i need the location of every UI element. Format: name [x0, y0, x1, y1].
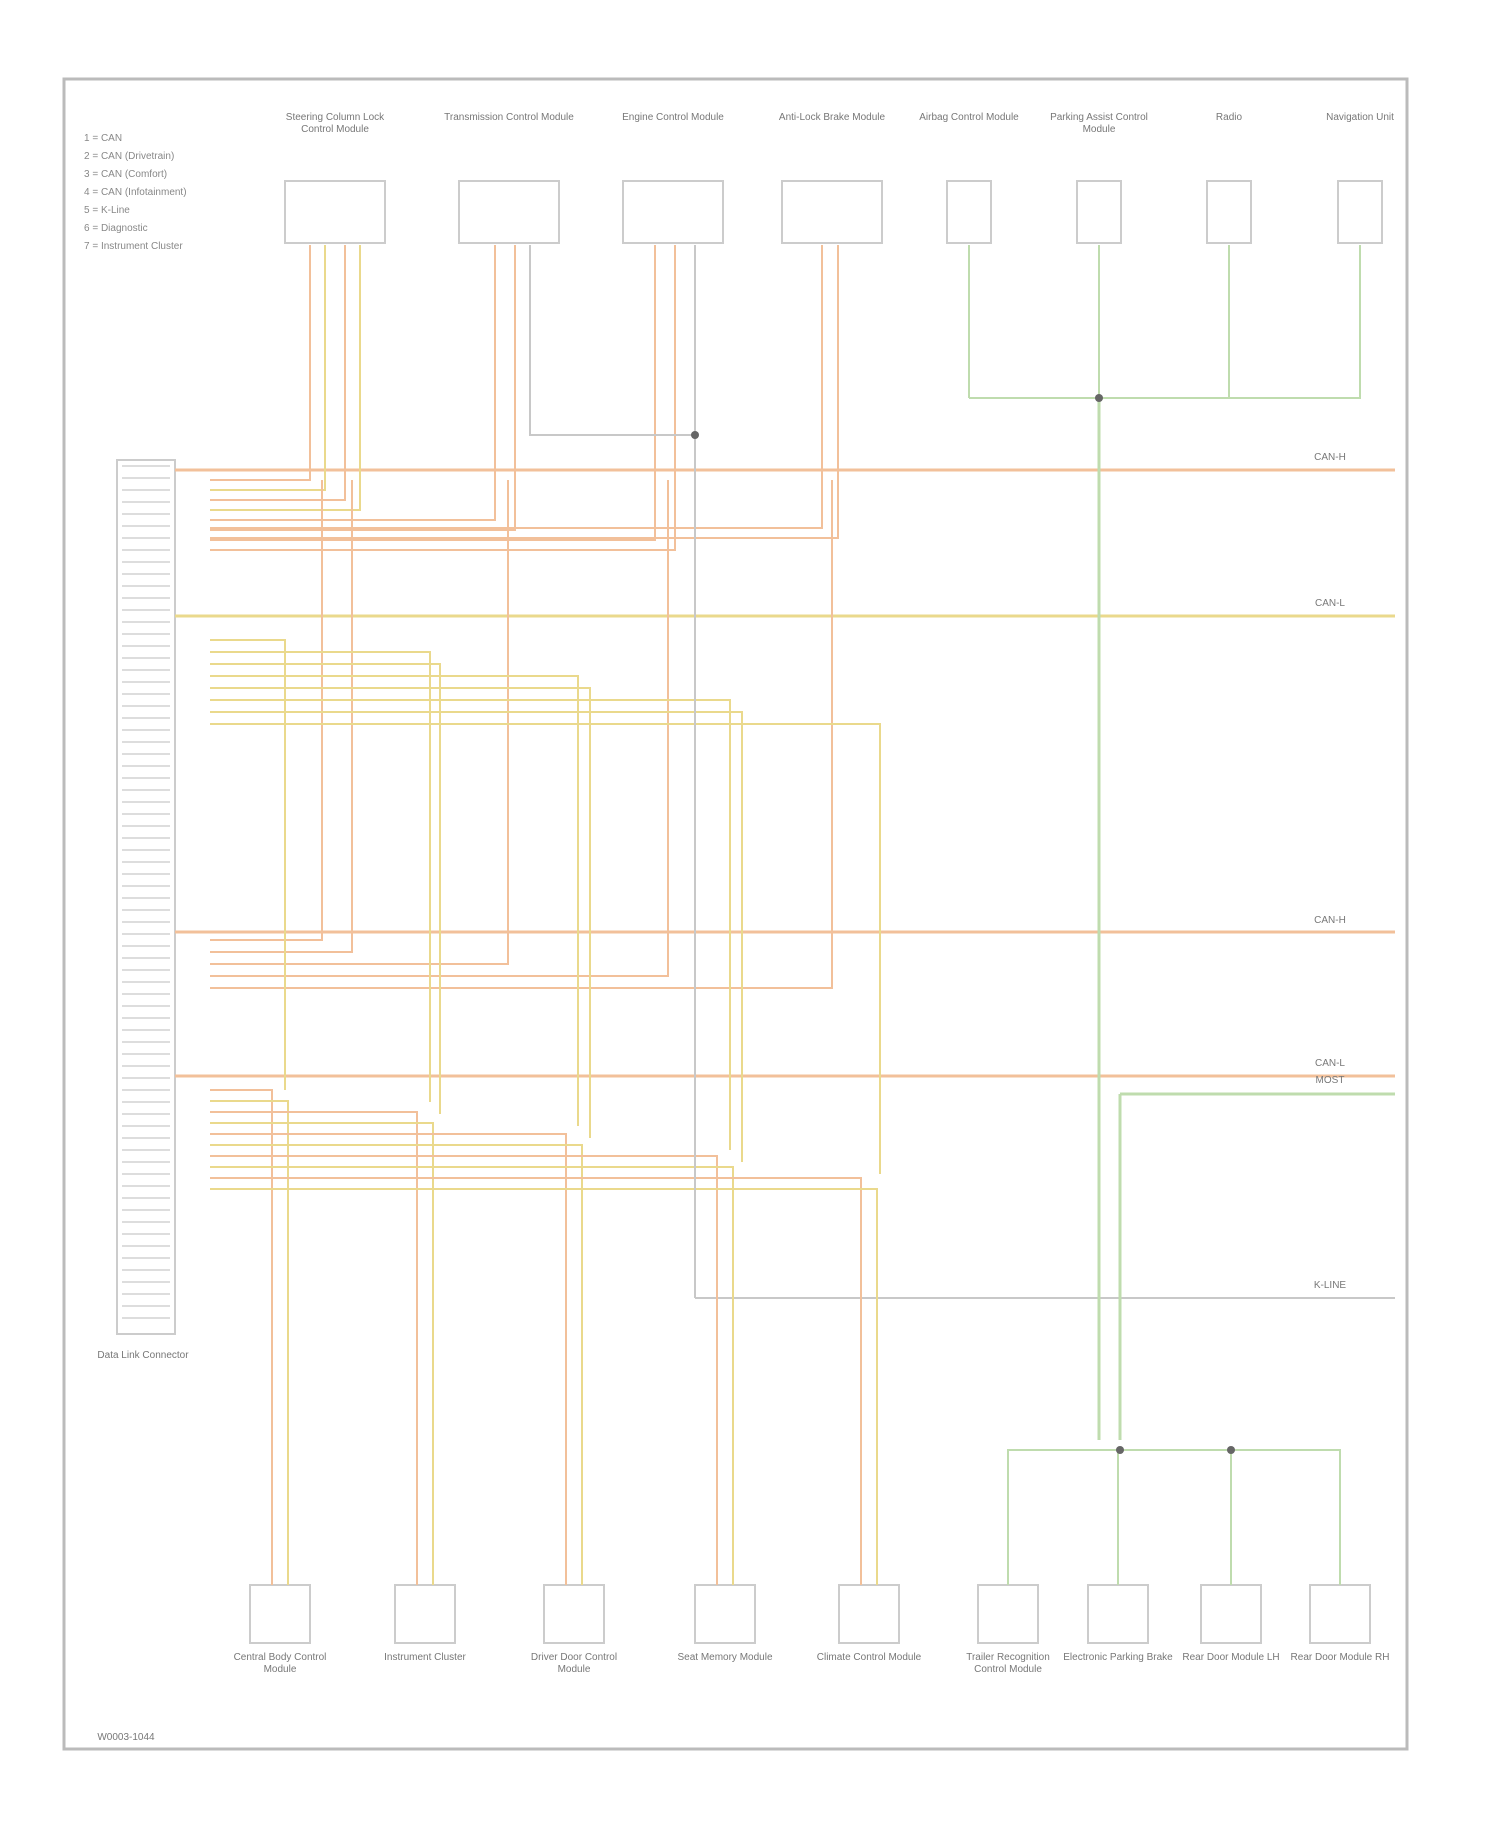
module-label: Rear Door Module LH	[1182, 1652, 1280, 1663]
wire	[1110, 1449, 1119, 1585]
module-box	[946, 180, 992, 244]
wire	[529, 245, 695, 436]
module-label: Rear Door Module RH	[1290, 1652, 1390, 1663]
junction	[1227, 1446, 1235, 1454]
module-label: Central Body Control Module	[233, 1652, 327, 1675]
wire	[210, 1166, 734, 1585]
legend-item: 3 = CAN (Comfort)	[84, 169, 168, 180]
wire	[210, 687, 591, 1138]
module-box	[838, 1584, 900, 1644]
legend-item: 4 = CAN (Infotainment)	[84, 187, 187, 198]
bus-label: CAN-H	[1314, 452, 1346, 463]
wire	[210, 1144, 583, 1585]
wire	[1007, 1449, 1110, 1585]
wire	[210, 1133, 567, 1585]
module-label: Seat Memory Module	[677, 1652, 773, 1663]
legend-item: 2 = CAN (Drivetrain)	[84, 151, 175, 162]
footer: W0003-1044	[97, 1732, 155, 1743]
module-label: Driver Door Control Module	[530, 1652, 618, 1675]
wire	[1110, 1449, 1341, 1585]
module-box	[781, 180, 883, 244]
legend-item: 1 = CAN	[84, 133, 123, 144]
legend-item: 7 = Instrument Cluster	[84, 241, 183, 252]
module-label: Radio	[1215, 112, 1243, 123]
junction	[1095, 394, 1103, 402]
module-box	[1200, 1584, 1262, 1644]
wire	[210, 723, 881, 1174]
wire	[210, 699, 731, 1150]
wire	[210, 245, 516, 531]
module-box	[543, 1584, 605, 1644]
module-label: Anti-Lock Brake Module	[778, 112, 886, 123]
legend-item: 5 = K-Line	[84, 205, 130, 216]
wire	[210, 639, 286, 1090]
wire	[210, 675, 579, 1126]
bus-label: MOST	[1315, 1075, 1345, 1086]
wire	[210, 1155, 718, 1585]
module-box	[1309, 1584, 1371, 1644]
wire	[210, 1177, 862, 1585]
wire	[210, 480, 323, 941]
wire	[210, 245, 346, 501]
wire	[210, 1111, 418, 1585]
module-box	[1076, 180, 1122, 244]
junction	[1116, 1446, 1124, 1454]
frame	[62, 77, 1409, 1751]
module-box	[694, 1584, 756, 1644]
module-label: Transmission Control Module	[444, 112, 574, 123]
module-label: Steering Column Lock Control Module	[285, 112, 385, 135]
wire	[210, 663, 441, 1114]
module-label: Electronic Parking Brake	[1063, 1652, 1173, 1663]
module-label: Navigation Unit	[1326, 112, 1394, 123]
module-label: Parking Assist Control Module	[1050, 112, 1148, 135]
wire	[210, 480, 669, 977]
module-box	[1206, 180, 1252, 244]
bus-label: CAN-L	[1314, 598, 1345, 609]
wire	[210, 1089, 273, 1585]
module-label: Airbag Control Module	[919, 112, 1019, 123]
wire	[210, 245, 361, 511]
wire	[210, 245, 823, 529]
module-box	[622, 180, 724, 244]
connector	[116, 459, 176, 1335]
connector-label: Data Link Connector	[97, 1350, 189, 1361]
module-label: Instrument Cluster	[384, 1652, 466, 1663]
wire	[210, 245, 656, 541]
wire	[210, 1188, 878, 1585]
wire	[210, 245, 839, 539]
module-label: Trailer Recognition Control Module	[966, 1652, 1050, 1675]
wire	[210, 245, 676, 551]
module-label: Climate Control Module	[816, 1652, 922, 1663]
wire	[210, 480, 509, 965]
bus-label: K-LINE	[1313, 1280, 1347, 1291]
module-label: Engine Control Module	[622, 112, 724, 123]
wire	[210, 245, 496, 521]
module-box	[394, 1584, 456, 1644]
module-box	[1337, 180, 1383, 244]
bus-label: CAN-L	[1314, 1058, 1345, 1069]
wire	[210, 245, 311, 481]
wire	[210, 1122, 434, 1585]
wire	[1110, 1449, 1232, 1585]
wire	[210, 480, 353, 953]
wire	[969, 245, 1361, 399]
wire	[210, 480, 833, 989]
module-box	[249, 1584, 311, 1644]
module-box	[977, 1584, 1039, 1644]
bus-label: CAN-H	[1314, 915, 1346, 926]
legend-item: 6 = Diagnostic	[84, 223, 148, 234]
wire	[210, 651, 431, 1102]
junction	[691, 431, 699, 439]
module-box	[1087, 1584, 1149, 1644]
wire	[210, 245, 326, 491]
module-box	[284, 180, 386, 244]
module-box	[458, 180, 560, 244]
wire	[969, 245, 1100, 399]
wire	[210, 1100, 289, 1585]
wire	[210, 711, 743, 1162]
